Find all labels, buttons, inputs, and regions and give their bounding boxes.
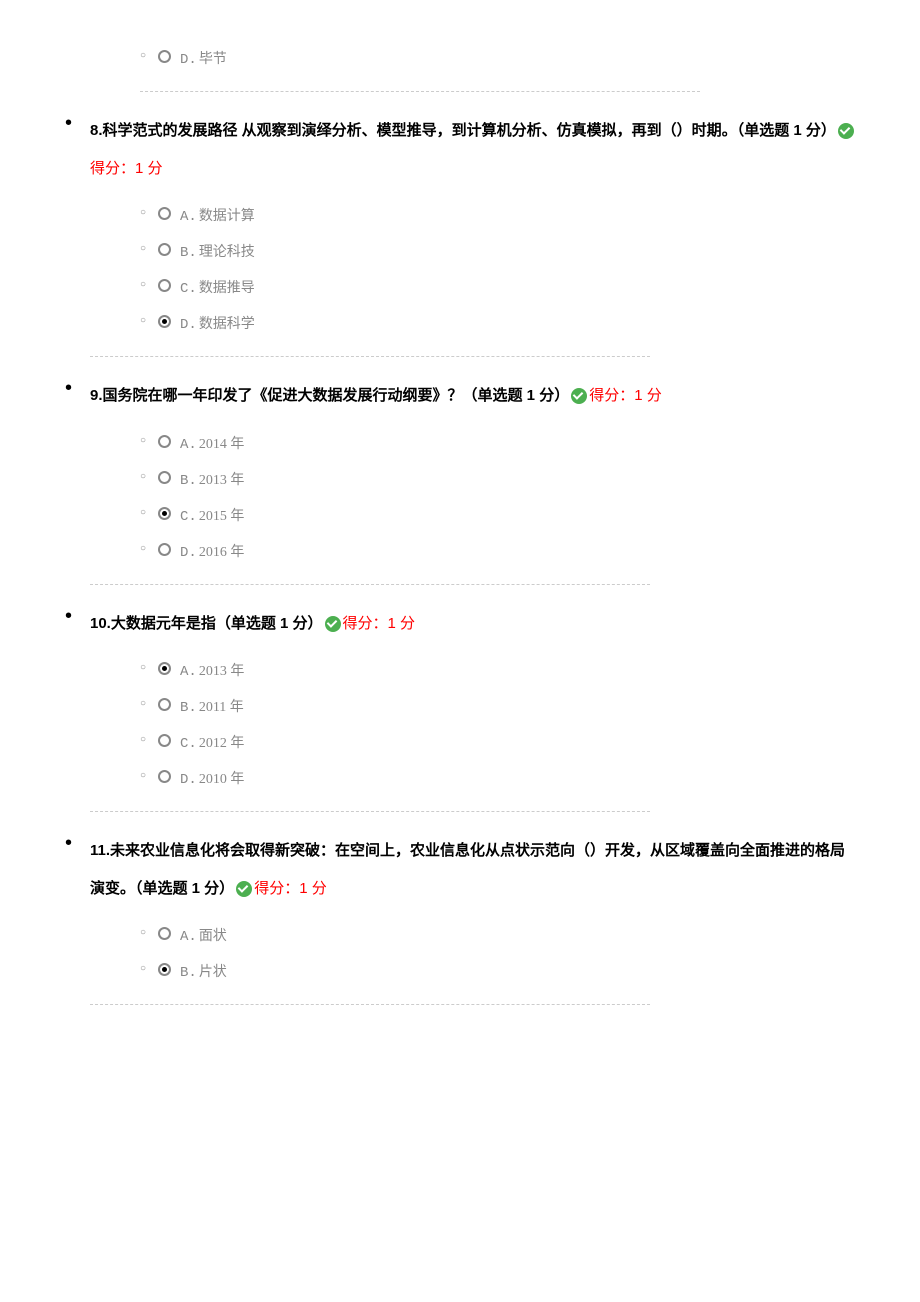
- radio-icon[interactable]: [158, 662, 171, 675]
- option-label: D.: [180, 317, 197, 333]
- score-text: 得分：1 分: [90, 160, 163, 177]
- question-item: 8.科学范式的发展路径 从观察到演绎分析、模型推导，到计算机分析、仿真模拟，再到…: [60, 112, 860, 357]
- option-text: 数据推导: [199, 281, 255, 296]
- option-item[interactable]: D.2010 年: [140, 760, 860, 796]
- option-item[interactable]: C.2015 年: [140, 497, 860, 533]
- option-label: C.: [180, 509, 197, 525]
- option-text: 毕节: [199, 52, 227, 67]
- option-text: 理论科技: [199, 245, 255, 260]
- option-label: C.: [180, 281, 197, 297]
- option-label: A.: [180, 209, 197, 225]
- score-text: 得分：1 分: [589, 387, 662, 404]
- option-item[interactable]: D.毕节: [140, 40, 860, 76]
- question-item: 11.未来农业信息化将会取得新突破：在空间上，农业信息化从点状示范向（）开发，从…: [60, 832, 860, 1005]
- question-text: 8.科学范式的发展路径 从观察到演绎分析、模型推导，到计算机分析、仿真模拟，再到…: [90, 112, 860, 187]
- option-text: 数据科学: [199, 317, 255, 332]
- radio-icon[interactable]: [158, 770, 171, 783]
- score-text: 得分：1 分: [343, 615, 416, 632]
- question-body: 大数据元年是指（单选题 1 分）: [111, 615, 323, 632]
- options-list-partial: D.毕节: [60, 40, 860, 76]
- question-separator: [90, 811, 650, 812]
- radio-icon[interactable]: [158, 279, 171, 292]
- option-label: D.: [180, 545, 197, 561]
- options-list: A.2014 年B.2013 年C.2015 年D.2016 年: [90, 425, 860, 569]
- question-number: 11.: [90, 842, 110, 859]
- question-item: 9.国务院在哪一年印发了《促进大数据发展行动纲要》？（单选题 1 分） 得分：1 …: [60, 377, 860, 585]
- option-label: C.: [180, 736, 197, 752]
- option-item[interactable]: D.数据科学: [140, 305, 860, 341]
- question-text: 11.未来农业信息化将会取得新突破：在空间上，农业信息化从点状示范向（）开发，从…: [90, 832, 860, 907]
- radio-icon[interactable]: [158, 927, 171, 940]
- question-number: 9.: [90, 387, 103, 404]
- question-body: 未来农业信息化将会取得新突破：在空间上，农业信息化从点状示范向（）开发，从区域覆…: [90, 842, 845, 897]
- radio-icon[interactable]: [158, 50, 171, 63]
- option-item[interactable]: A.数据计算: [140, 197, 860, 233]
- option-label: B.: [180, 473, 197, 489]
- option-text: 2013 年: [199, 473, 245, 488]
- option-label: B.: [180, 245, 197, 261]
- radio-icon[interactable]: [158, 507, 171, 520]
- question-text: 10.大数据元年是指（单选题 1 分） 得分：1 分: [90, 605, 860, 643]
- radio-icon[interactable]: [158, 243, 171, 256]
- radio-icon[interactable]: [158, 734, 171, 747]
- question-separator: [90, 584, 650, 585]
- option-item[interactable]: C.数据推导: [140, 269, 860, 305]
- question-number: 10.: [90, 615, 111, 632]
- option-item[interactable]: B.理论科技: [140, 233, 860, 269]
- option-item[interactable]: C.2012 年: [140, 724, 860, 760]
- option-text: 2016 年: [199, 545, 245, 560]
- option-item[interactable]: D.2016 年: [140, 533, 860, 569]
- option-item[interactable]: A.面状: [140, 917, 860, 953]
- option-text: 2014 年: [199, 437, 245, 452]
- question-text: 9.国务院在哪一年印发了《促进大数据发展行动纲要》？（单选题 1 分） 得分：1 …: [90, 377, 860, 415]
- option-label: D.: [180, 772, 197, 788]
- question-body: 国务院在哪一年印发了《促进大数据发展行动纲要》？（单选题 1 分）: [103, 387, 570, 404]
- option-item[interactable]: B.片状: [140, 953, 860, 989]
- radio-icon[interactable]: [158, 435, 171, 448]
- options-list: A.面状B.片状: [90, 917, 860, 989]
- option-item[interactable]: A.2013 年: [140, 652, 860, 688]
- option-text: 2010 年: [199, 772, 245, 787]
- check-icon: [236, 881, 252, 897]
- radio-icon[interactable]: [158, 315, 171, 328]
- option-label: B.: [180, 965, 197, 981]
- radio-icon[interactable]: [158, 471, 171, 484]
- option-text: 2015 年: [199, 509, 245, 524]
- question-body: 科学范式的发展路径 从观察到演绎分析、模型推导，到计算机分析、仿真模拟，再到（）…: [103, 122, 836, 139]
- radio-icon[interactable]: [158, 543, 171, 556]
- radio-icon[interactable]: [158, 963, 171, 976]
- score-text: 得分：1 分: [254, 880, 327, 897]
- check-icon: [838, 123, 854, 139]
- question-separator: [90, 356, 650, 357]
- check-icon: [571, 388, 587, 404]
- option-label: A.: [180, 664, 197, 680]
- options-list: A.数据计算B.理论科技C.数据推导D.数据科学: [90, 197, 860, 341]
- question-number: 8.: [90, 122, 103, 139]
- radio-icon[interactable]: [158, 698, 171, 711]
- option-label: B.: [180, 700, 197, 716]
- option-text: 数据计算: [199, 209, 255, 224]
- option-label: A.: [180, 437, 197, 453]
- option-item[interactable]: B.2013 年: [140, 461, 860, 497]
- option-label: A.: [180, 929, 197, 945]
- option-text: 面状: [199, 929, 227, 944]
- options-list: A.2013 年B.2011 年C.2012 年D.2010 年: [90, 652, 860, 796]
- option-text: 片状: [199, 965, 227, 980]
- question-separator: [90, 1004, 650, 1005]
- option-item[interactable]: B.2011 年: [140, 688, 860, 724]
- option-label: D.: [180, 52, 197, 68]
- check-icon: [325, 616, 341, 632]
- option-text: 2013 年: [199, 664, 245, 679]
- question-list: 8.科学范式的发展路径 从观察到演绎分析、模型推导，到计算机分析、仿真模拟，再到…: [60, 112, 860, 1005]
- radio-icon[interactable]: [158, 207, 171, 220]
- question-item: 10.大数据元年是指（单选题 1 分）得分：1 分A.2013 年B.2011 …: [60, 605, 860, 813]
- option-text: 2012 年: [199, 736, 245, 751]
- option-text: 2011 年: [199, 700, 244, 715]
- question-separator: [140, 91, 700, 92]
- option-item[interactable]: A.2014 年: [140, 425, 860, 461]
